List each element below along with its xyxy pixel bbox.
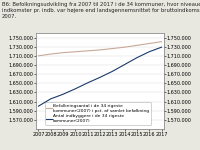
Text: B6: Befolkningsudvikling fra 2007 til 2017 i de 34 kommuner, hvor niveauet for
i: B6: Befolkningsudvikling fra 2007 til 20… <box>2 2 200 19</box>
Antal indbyggere i de 34 rigeste
kommuner(2007) <box>86 82 89 84</box>
Antal indbyggere i de 34 rigeste
kommuner(2007) <box>37 105 40 107</box>
Antal indbyggere i de 34 rigeste
kommuner(2007) <box>50 98 52 100</box>
Antal indbyggere i de 34 rigeste
kommuner(2007) <box>160 46 163 48</box>
Befolkningsantal i de 34 rigeste
kommuner(2007) i pct. af samlet befølkning <box>123 46 126 48</box>
Antal indbyggere i de 34 rigeste
kommuner(2007) <box>123 64 126 65</box>
Befolkningsantal i de 34 rigeste
kommuner(2007) i pct. af samlet befølkning <box>37 55 40 57</box>
Antal indbyggere i de 34 rigeste
kommuner(2007) <box>62 93 64 95</box>
Befolkningsantal i de 34 rigeste
kommuner(2007) i pct. af samlet befølkning <box>62 52 64 54</box>
Befolkningsantal i de 34 rigeste
kommuner(2007) i pct. af samlet befølkning <box>111 48 114 50</box>
Antal indbyggere i de 34 rigeste
kommuner(2007) <box>74 88 77 90</box>
Antal indbyggere i de 34 rigeste
kommuner(2007) <box>111 70 114 72</box>
Befolkningsantal i de 34 rigeste
kommuner(2007) i pct. af samlet befølkning <box>136 44 138 46</box>
Line: Befolkningsantal i de 34 rigeste
kommuner(2007) i pct. af samlet befølkning: Befolkningsantal i de 34 rigeste kommune… <box>38 42 162 56</box>
Line: Antal indbyggere i de 34 rigeste
kommuner(2007): Antal indbyggere i de 34 rigeste kommune… <box>38 47 162 106</box>
Antal indbyggere i de 34 rigeste
kommuner(2007) <box>99 76 101 78</box>
Legend: Befolkningsantal i de 34 rigeste
kommuner(2007) i pct. af samlet befølkning, Ant: Befolkningsantal i de 34 rigeste kommune… <box>45 102 151 125</box>
Befolkningsantal i de 34 rigeste
kommuner(2007) i pct. af samlet befølkning <box>86 50 89 52</box>
Antal indbyggere i de 34 rigeste
kommuner(2007) <box>136 57 138 59</box>
Antal indbyggere i de 34 rigeste
kommuner(2007) <box>148 51 150 53</box>
Befolkningsantal i de 34 rigeste
kommuner(2007) i pct. af samlet befølkning <box>160 41 163 43</box>
Befolkningsantal i de 34 rigeste
kommuner(2007) i pct. af samlet befølkning <box>74 51 77 53</box>
Befolkningsantal i de 34 rigeste
kommuner(2007) i pct. af samlet befølkning <box>99 49 101 51</box>
Befolkningsantal i de 34 rigeste
kommuner(2007) i pct. af samlet befølkning <box>50 53 52 55</box>
Befolkningsantal i de 34 rigeste
kommuner(2007) i pct. af samlet befølkning <box>148 43 150 44</box>
